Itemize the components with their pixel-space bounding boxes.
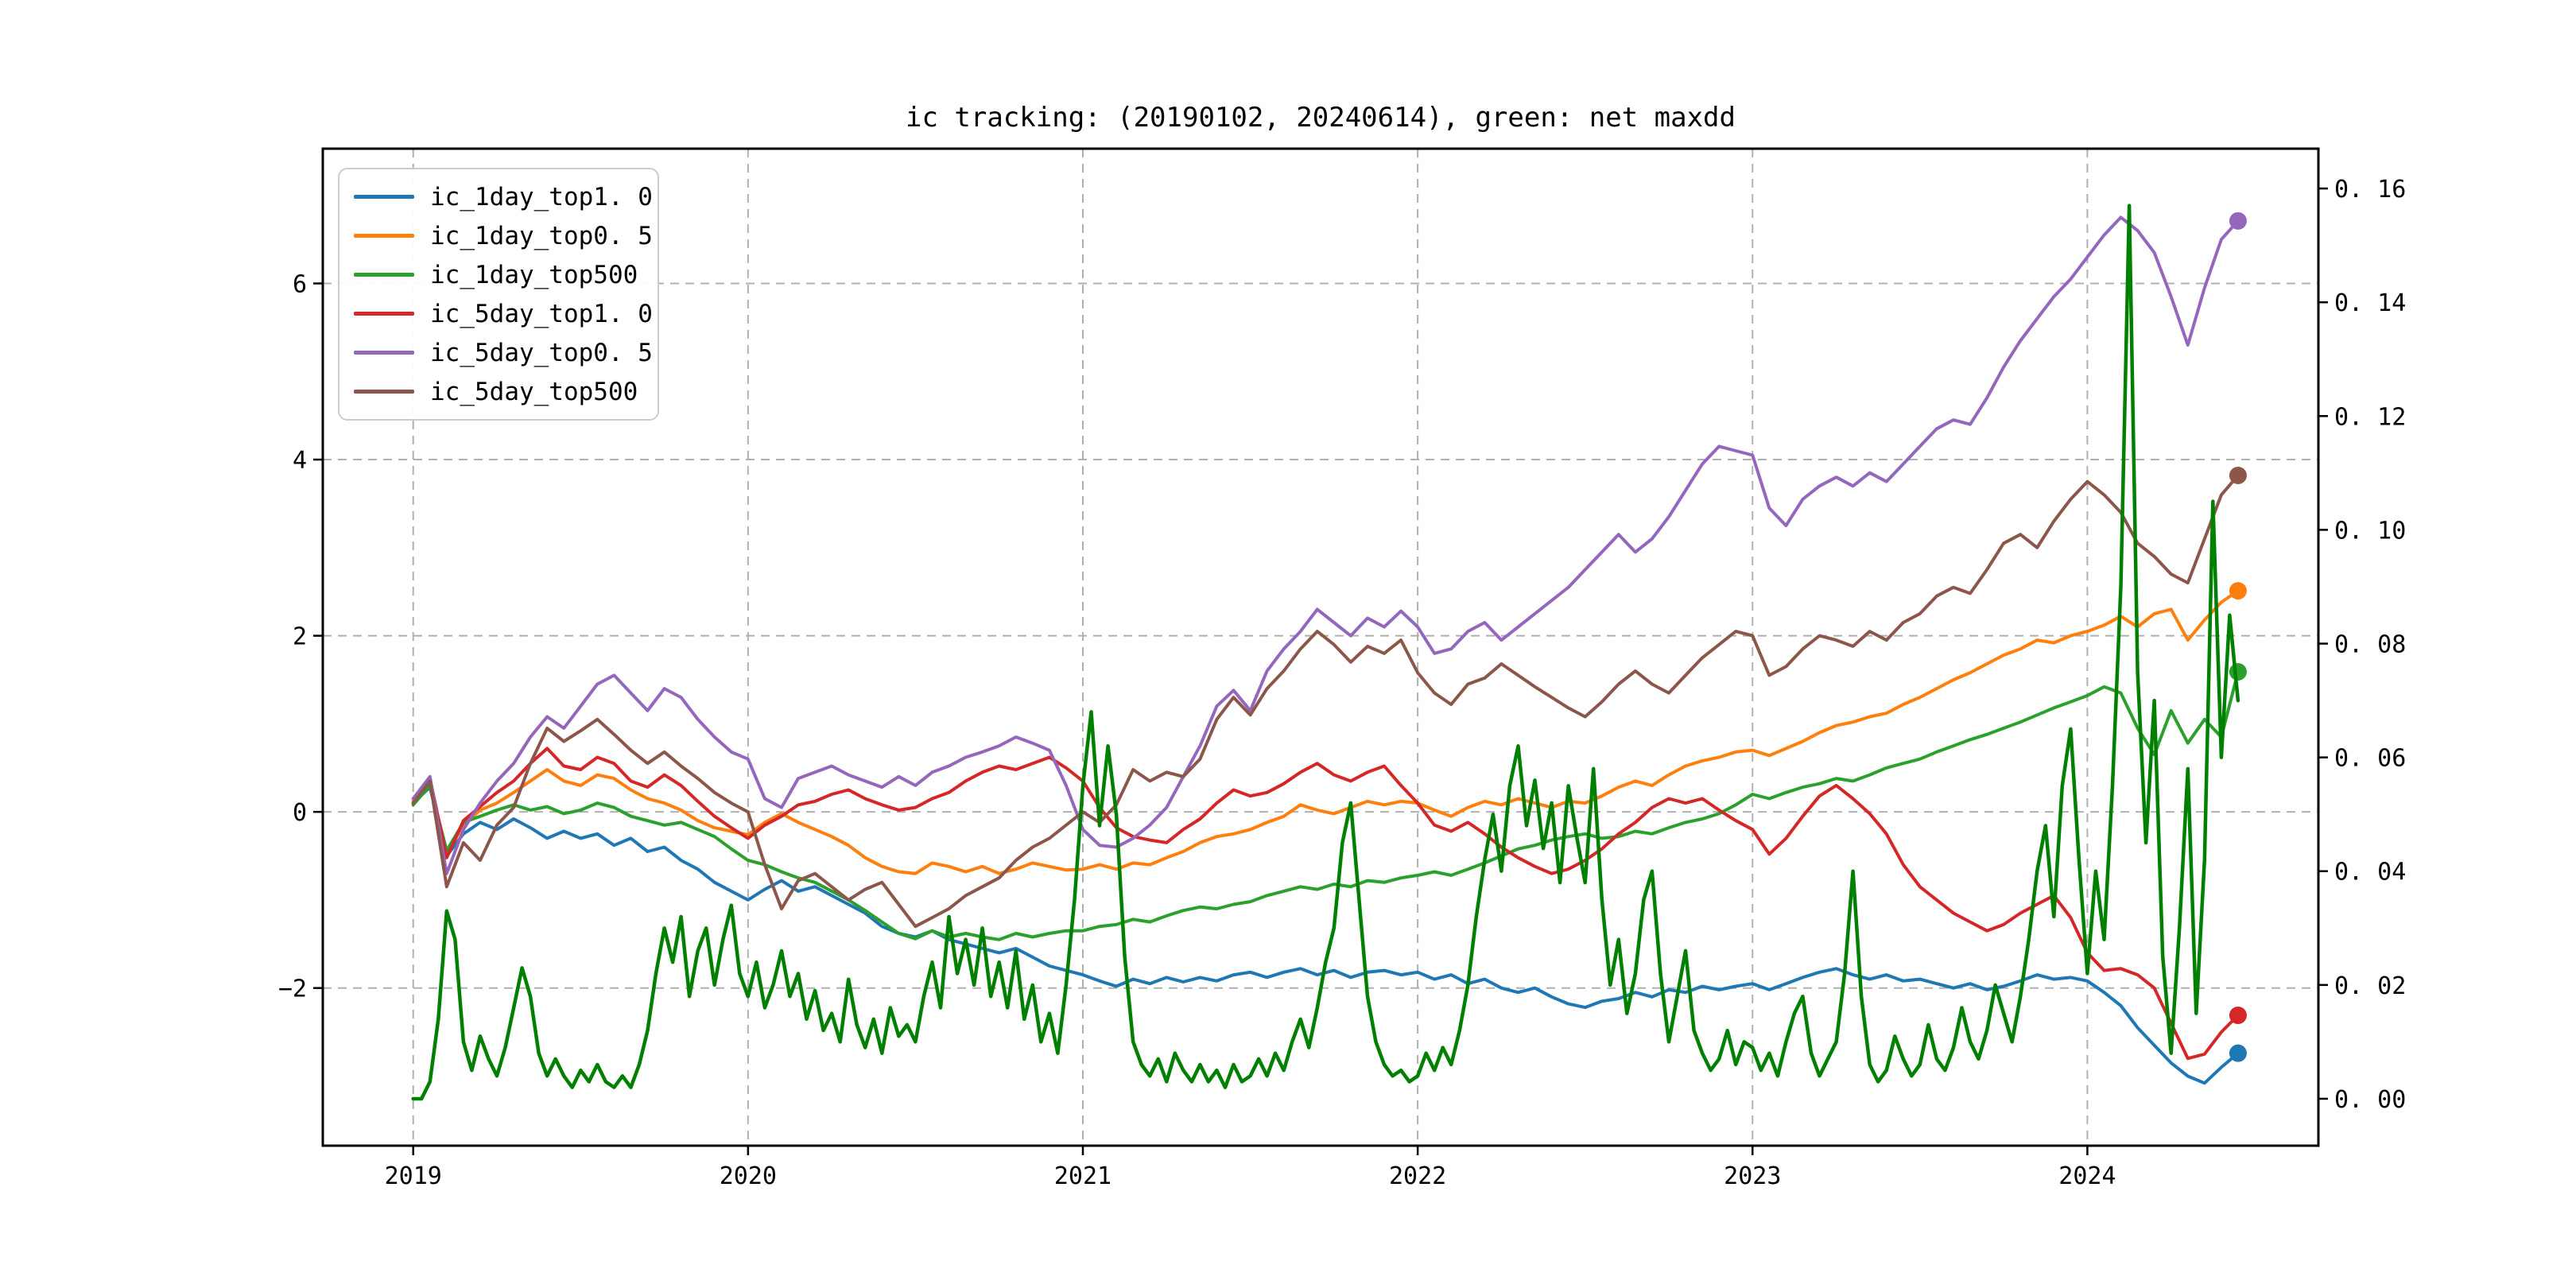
- legend-item-label: ic_1day_top1. 0: [430, 182, 653, 211]
- series-ic_1day_top0.5-line: [411, 589, 2240, 875]
- y-right-tick-label-0.12: 0. 12: [2334, 403, 2406, 431]
- series-ic_5day_top0.5-line: [411, 215, 2240, 875]
- legend-item-ic-1day-top1-0: ic_1day_top1. 0: [354, 178, 658, 216]
- y-left-tick-label-6: 6: [293, 270, 307, 298]
- legend-item-label: ic_5day_top500: [430, 377, 638, 406]
- y-right-tick-label-0.04: 0. 04: [2334, 859, 2406, 886]
- x-tick-label-2022: 2022: [1389, 1162, 1446, 1190]
- series-ic_1day_top1.0-end-marker: [2229, 1044, 2247, 1062]
- series-ic_5day_top1.0-line: [411, 747, 2240, 1061]
- legend-item-ic-5day-top1-0: ic_5day_top1. 0: [354, 295, 658, 333]
- legend-item-label: ic_5day_top0. 5: [430, 338, 653, 367]
- plot-frame: [321, 147, 2320, 1147]
- series-ic_1day_top0.5-end-marker: [2229, 582, 2247, 600]
- x-tick-label-2021: 2021: [1054, 1162, 1111, 1190]
- legend-item-ic-1day-top0-5: ic_1day_top0. 5: [354, 217, 658, 255]
- legend-line-swatch: [354, 234, 414, 238]
- y-left-tick-label-4: 4: [293, 447, 307, 475]
- series-ic_1day_top1.0-line: [411, 786, 2240, 1085]
- series-ic_1day_top500-line: [411, 670, 2240, 941]
- legend-item-label: ic_5day_top1. 0: [430, 299, 653, 328]
- series-net_maxdd-line: [411, 204, 2240, 1101]
- y-right-tick-label-0.08: 0. 08: [2334, 631, 2406, 659]
- legend-line-swatch: [354, 351, 414, 355]
- y-right-tick-label-0.06: 0. 06: [2334, 745, 2406, 773]
- legend-item-label: ic_1day_top500: [430, 260, 638, 289]
- y-left-tick-label-2: 2: [293, 623, 307, 651]
- y-right-tick-label-0.02: 0. 02: [2334, 972, 2406, 1000]
- chart-title: ic tracking: (20190102, 20240614), green…: [906, 102, 1736, 134]
- legend-line-swatch: [354, 195, 414, 199]
- legend-item-ic-5day-top0-5: ic_5day_top0. 5: [354, 334, 658, 372]
- series-ic_5day_top500-line: [411, 474, 2240, 929]
- series-ic_5day_top1.0-end-marker: [2229, 1007, 2247, 1025]
- y-right-tick-label-0.14: 0. 14: [2334, 289, 2406, 317]
- legend-item-ic-1day-top500: ic_1day_top500: [354, 256, 658, 294]
- series-ic_1day_top500-end-marker: [2229, 663, 2247, 681]
- legend-line-swatch: [354, 273, 414, 277]
- legend-line-swatch: [354, 390, 414, 394]
- y-right-tick-label-0: 0. 00: [2334, 1086, 2406, 1114]
- y-left-tick-label-0: 0: [293, 799, 307, 827]
- x-tick-label-2020: 2020: [720, 1162, 777, 1190]
- x-tick-label-2019: 2019: [385, 1162, 442, 1190]
- legend-line-swatch: [354, 312, 414, 316]
- x-tick-label-2023: 2023: [1724, 1162, 1781, 1190]
- series-ic_5day_top500-end-marker: [2229, 466, 2247, 484]
- legend-item-ic-5day-top500: ic_5day_top500: [354, 373, 658, 411]
- legend-box: ic_1day_top1. 0 ic_1day_top0. 5 ic_1day_to…: [338, 168, 659, 421]
- y-right-tick-label-0.1: 0. 10: [2334, 517, 2406, 545]
- y-right-tick-label-0.16: 0. 16: [2334, 176, 2406, 204]
- x-tick-label-2024: 2024: [2058, 1162, 2116, 1190]
- y-left-tick-label--2: −2: [278, 976, 307, 1003]
- series-ic_5day_top0.5-end-marker: [2229, 211, 2247, 230]
- legend-item-label: ic_1day_top0. 5: [430, 221, 653, 250]
